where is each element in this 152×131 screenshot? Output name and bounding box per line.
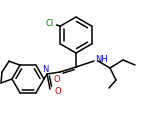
- Text: O: O: [54, 75, 60, 83]
- Text: NH: NH: [96, 56, 108, 64]
- Text: N: N: [42, 64, 48, 73]
- Text: O: O: [55, 86, 61, 95]
- Text: Cl: Cl: [45, 20, 54, 29]
